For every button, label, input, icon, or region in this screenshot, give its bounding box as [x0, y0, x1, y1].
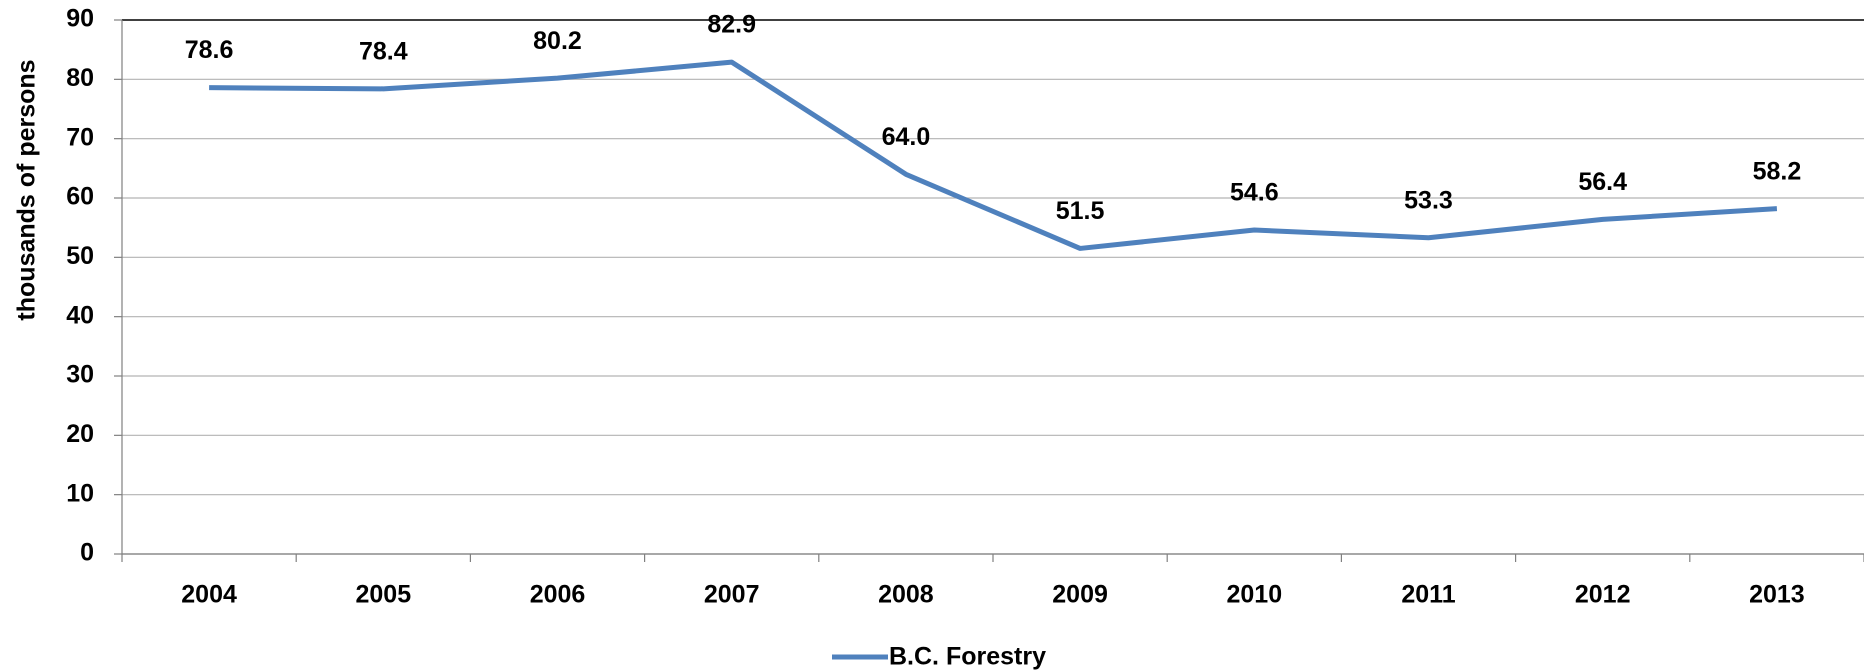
y-tick-label: 70 — [66, 123, 94, 151]
data-label: 53.3 — [1404, 186, 1453, 214]
y-tick-label: 80 — [66, 64, 94, 92]
y-tick-label: 90 — [66, 5, 94, 33]
x-tick-label: 2007 — [704, 581, 760, 609]
x-tick-label: 2010 — [1226, 581, 1282, 609]
x-tick-label: 2004 — [181, 581, 237, 609]
x-tick-label: 2012 — [1575, 581, 1631, 609]
data-label: 78.4 — [359, 37, 408, 65]
x-tick-label: 2005 — [355, 581, 411, 609]
x-tick-label: 2009 — [1052, 581, 1108, 609]
legend-label: B.C. Forestry — [889, 643, 1046, 671]
y-tick-label: 60 — [66, 183, 94, 211]
y-tick-label: 10 — [66, 479, 94, 507]
y-tick-label: 30 — [66, 361, 94, 389]
y-axis-title: thousands of persons — [13, 59, 41, 320]
data-label: 80.2 — [533, 27, 582, 55]
data-line — [209, 59, 1778, 251]
data-label: 64.0 — [882, 123, 931, 151]
data-label: 56.4 — [1578, 168, 1627, 196]
data-label: 58.2 — [1753, 157, 1802, 185]
data-label: 51.5 — [1056, 197, 1105, 225]
y-tick-label: 0 — [80, 539, 94, 567]
x-tick-label: 2008 — [878, 581, 934, 609]
data-label: 54.6 — [1230, 179, 1279, 207]
y-tick-label: 40 — [66, 301, 94, 329]
x-tick-label: 2006 — [530, 581, 586, 609]
data-label: 82.9 — [707, 11, 756, 39]
y-tick-label: 20 — [66, 420, 94, 448]
data-label: 78.6 — [185, 36, 234, 64]
x-tick-label: 2011 — [1401, 581, 1455, 609]
x-tick-label: 2013 — [1749, 581, 1805, 609]
y-tick-label: 50 — [66, 242, 94, 270]
